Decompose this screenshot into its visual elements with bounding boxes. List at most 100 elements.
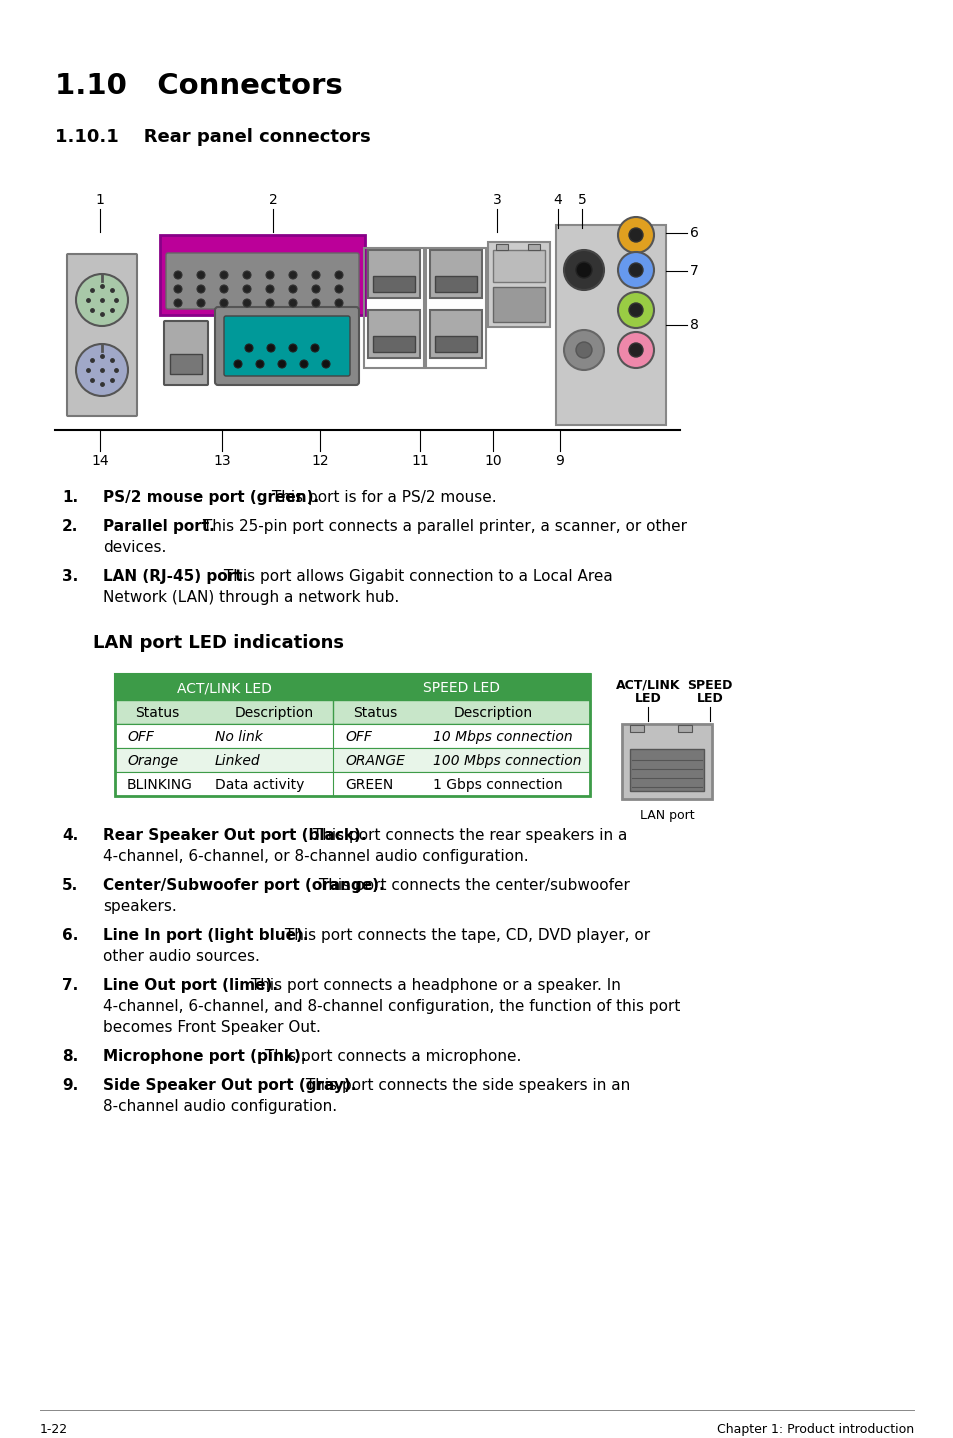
Text: Description: Description — [453, 706, 532, 720]
Circle shape — [274, 326, 280, 334]
Circle shape — [266, 299, 274, 306]
Text: 7.: 7. — [62, 978, 78, 994]
Text: 4: 4 — [553, 193, 561, 207]
Circle shape — [563, 329, 603, 370]
Circle shape — [576, 342, 592, 358]
Bar — [435, 276, 476, 292]
Text: 14: 14 — [91, 454, 109, 467]
Text: 12: 12 — [311, 454, 329, 467]
Text: This port connects the rear speakers in a: This port connects the rear speakers in … — [307, 828, 626, 843]
Text: This port is for a PS/2 mouse.: This port is for a PS/2 mouse. — [267, 490, 496, 505]
Bar — [115, 700, 589, 723]
Text: 13: 13 — [213, 454, 231, 467]
Text: Description: Description — [234, 706, 314, 720]
Text: devices.: devices. — [103, 541, 166, 555]
Circle shape — [618, 217, 654, 253]
Bar — [364, 247, 423, 368]
Text: This port allows Gigabit connection to a Local Area: This port allows Gigabit connection to a… — [218, 569, 612, 584]
Bar — [426, 247, 485, 368]
Text: 11: 11 — [411, 454, 429, 467]
Circle shape — [266, 270, 274, 279]
Text: This 25-pin port connects a parallel printer, a scanner, or other: This 25-pin port connects a parallel pri… — [198, 519, 687, 533]
Text: Line Out port (lime).: Line Out port (lime). — [103, 978, 277, 994]
Circle shape — [220, 285, 228, 293]
Circle shape — [289, 299, 296, 306]
Circle shape — [220, 270, 228, 279]
Text: 2: 2 — [269, 193, 277, 207]
Text: 5: 5 — [577, 193, 586, 207]
Text: 7: 7 — [689, 265, 698, 278]
Text: Side Speaker Out port (gray).: Side Speaker Out port (gray). — [103, 1078, 356, 1093]
Circle shape — [618, 292, 654, 328]
Text: other audio sources.: other audio sources. — [103, 949, 259, 963]
Text: 9: 9 — [555, 454, 564, 467]
Text: This port connects a headphone or a speaker. In: This port connects a headphone or a spea… — [246, 978, 620, 994]
Circle shape — [289, 344, 296, 352]
Text: 1.10.1    Rear panel connectors: 1.10.1 Rear panel connectors — [55, 128, 371, 147]
Text: 1-22: 1-22 — [40, 1424, 68, 1437]
Circle shape — [289, 270, 296, 279]
Bar — [170, 354, 202, 374]
Text: 1 Gbps connection: 1 Gbps connection — [433, 778, 562, 792]
Text: 5.: 5. — [62, 879, 78, 893]
Circle shape — [289, 285, 296, 293]
Text: This port connects the side speakers in an: This port connects the side speakers in … — [300, 1078, 629, 1093]
Bar — [629, 749, 703, 791]
Text: Orange: Orange — [127, 754, 178, 768]
FancyBboxPatch shape — [224, 316, 350, 375]
Circle shape — [312, 270, 319, 279]
Bar — [368, 250, 419, 298]
Bar — [678, 725, 691, 732]
FancyBboxPatch shape — [166, 253, 358, 309]
Circle shape — [312, 285, 319, 293]
Text: Chapter 1: Product introduction: Chapter 1: Product introduction — [716, 1424, 913, 1437]
Text: 1: 1 — [95, 193, 104, 207]
Text: This port connects the center/subwoofer: This port connects the center/subwoofer — [314, 879, 630, 893]
FancyBboxPatch shape — [214, 306, 358, 385]
Bar — [556, 224, 665, 426]
FancyBboxPatch shape — [67, 255, 137, 416]
Bar — [496, 244, 507, 250]
Bar — [253, 315, 271, 375]
Text: No link: No link — [214, 731, 262, 743]
Circle shape — [628, 229, 642, 242]
Circle shape — [196, 270, 205, 279]
Text: Data activity: Data activity — [214, 778, 304, 792]
Circle shape — [618, 332, 654, 368]
Bar — [115, 772, 589, 797]
Circle shape — [335, 270, 343, 279]
Circle shape — [311, 344, 318, 352]
Text: becomes Front Speaker Out.: becomes Front Speaker Out. — [103, 1020, 320, 1035]
Text: Linked: Linked — [214, 754, 260, 768]
Text: This port connects a microphone.: This port connects a microphone. — [259, 1048, 520, 1064]
Circle shape — [628, 263, 642, 278]
Bar — [488, 242, 550, 326]
Text: Center/Subwoofer port (orange).: Center/Subwoofer port (orange). — [103, 879, 384, 893]
Bar — [368, 311, 419, 358]
Circle shape — [628, 303, 642, 316]
Circle shape — [173, 299, 182, 306]
Circle shape — [312, 299, 319, 306]
Bar — [493, 250, 544, 282]
Text: OFF: OFF — [345, 731, 372, 743]
Circle shape — [243, 299, 251, 306]
Bar — [493, 288, 544, 322]
Text: 4.: 4. — [62, 828, 78, 843]
Circle shape — [173, 270, 182, 279]
Text: 6: 6 — [689, 226, 699, 240]
Text: 8-channel audio configuration.: 8-channel audio configuration. — [103, 1099, 336, 1114]
Text: BLINKING: BLINKING — [127, 778, 193, 792]
Circle shape — [267, 344, 274, 352]
Text: LAN port: LAN port — [639, 810, 694, 823]
Text: SPEED LED: SPEED LED — [423, 682, 499, 695]
Text: ACT/LINK LED: ACT/LINK LED — [176, 682, 272, 695]
Text: Status: Status — [354, 706, 397, 720]
Circle shape — [618, 252, 654, 288]
Circle shape — [173, 285, 182, 293]
Bar — [621, 723, 711, 800]
Bar — [430, 311, 481, 358]
Circle shape — [233, 360, 242, 368]
Text: 6.: 6. — [62, 928, 78, 943]
Text: LED: LED — [634, 692, 660, 705]
Circle shape — [322, 360, 330, 368]
